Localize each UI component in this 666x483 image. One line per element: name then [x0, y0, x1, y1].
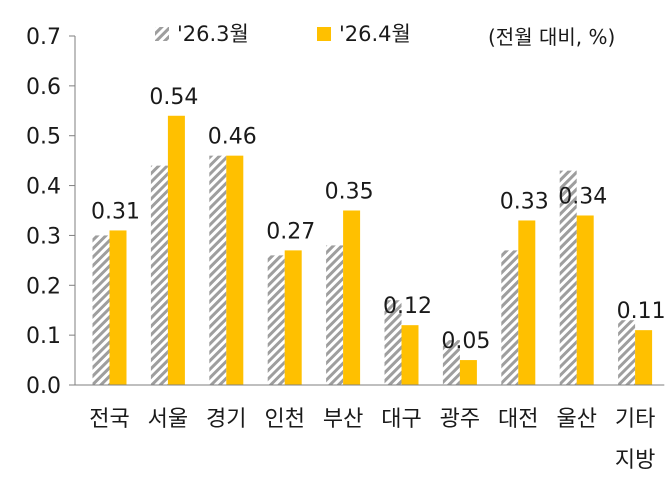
- x-category-label: 기타 지방: [615, 407, 655, 473]
- legend-label-march: '26.3월: [177, 22, 249, 46]
- bar-april: [167, 115, 185, 386]
- x-category-label: 인천: [264, 407, 304, 432]
- bar-april: [343, 210, 361, 385]
- bar-april: [459, 360, 477, 385]
- data-label: 0.31: [91, 199, 140, 224]
- bar-march: [618, 320, 636, 385]
- bar-april: [635, 330, 653, 385]
- x-category-label: 대구: [381, 407, 421, 432]
- data-label: 0.27: [266, 219, 315, 244]
- legend-label-april: '26.4월: [339, 22, 411, 46]
- bar-april: [284, 250, 302, 385]
- legend-swatch-march: [155, 27, 169, 41]
- data-label: 0.46: [208, 125, 257, 150]
- bar-april: [109, 230, 127, 385]
- y-tick-label: 0.6: [26, 75, 61, 100]
- legend-swatch-april: [317, 27, 331, 41]
- x-category-label: 서울: [148, 407, 188, 432]
- x-axis: 전국 서울 경기 인천 부산 대구 광주 대전 울산 기타 지방: [75, 384, 665, 473]
- data-label: 0.12: [383, 294, 432, 319]
- y-tick-label: 0.0: [26, 374, 61, 399]
- bar-march: [326, 245, 344, 385]
- y-tick-label: 0.4: [26, 175, 61, 200]
- x-category-label: 울산: [556, 407, 596, 432]
- bar-march: [501, 250, 519, 385]
- y-tick-label: 0.3: [26, 224, 61, 249]
- x-category-label: 경기: [206, 407, 246, 432]
- x-category-label: 부산: [323, 407, 363, 432]
- legend: '26.3월 '26.4월: [155, 22, 411, 46]
- bars-group: [92, 115, 653, 386]
- bar-march: [384, 300, 402, 385]
- y-tick-label: 0.7: [26, 25, 61, 50]
- bar-march: [150, 165, 168, 385]
- data-label: 0.35: [325, 180, 374, 205]
- bar-march: [267, 255, 285, 385]
- data-label: 0.11: [617, 299, 666, 324]
- bar-march: [92, 235, 110, 385]
- x-category-label: 전국: [89, 407, 129, 432]
- x-category-label: 광주: [440, 407, 480, 432]
- data-labels-group: 0.31 0.54 0.46 0.27 0.35 0.12 0.05 0.33 0.34 0.11: [91, 85, 666, 354]
- data-label: 0.33: [500, 189, 549, 214]
- bar-march: [209, 155, 227, 385]
- y-tick-label: 0.1: [26, 324, 61, 349]
- bar-april: [401, 325, 419, 385]
- data-label: 0.34: [558, 184, 607, 209]
- bar-march: [442, 340, 460, 385]
- bar-april: [576, 215, 594, 385]
- data-label: 0.05: [441, 329, 490, 354]
- bar-march: [559, 170, 577, 385]
- bar-april: [518, 220, 536, 385]
- y-tick-label: 0.2: [26, 274, 61, 299]
- unit-note: (전월 대비, %): [488, 25, 615, 49]
- data-label: 0.54: [149, 85, 198, 110]
- y-tick-label: 0.5: [26, 125, 61, 150]
- x-category-label: 대전: [498, 407, 538, 432]
- bar-april: [226, 155, 244, 385]
- y-axis: 0.0 0.1 0.2 0.3 0.4 0.5 0.6 0.7: [26, 25, 76, 399]
